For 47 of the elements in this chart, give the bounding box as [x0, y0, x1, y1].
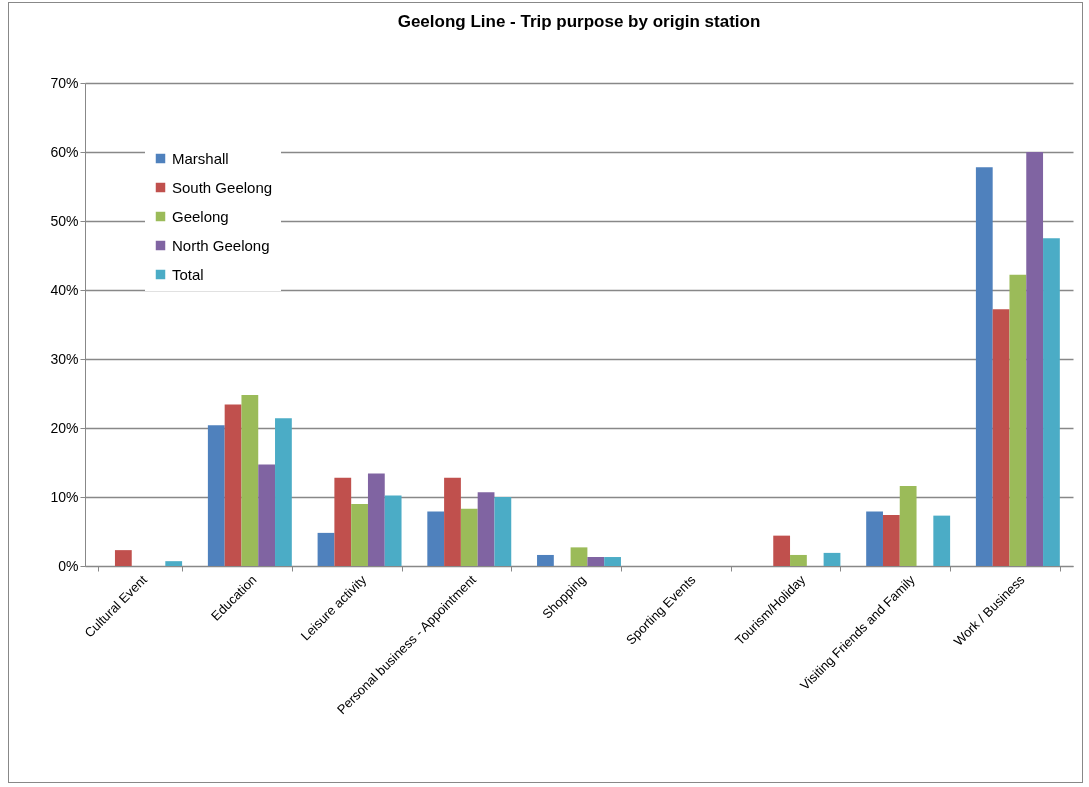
- y-tick-label: 10%: [50, 488, 79, 505]
- bar: [384, 495, 402, 566]
- legend-label: South Geelong: [172, 178, 273, 196]
- bar: [537, 554, 554, 566]
- bar: [207, 425, 225, 566]
- bar: [933, 515, 951, 566]
- bar: [570, 547, 588, 566]
- bar: [241, 394, 259, 566]
- bar: [224, 404, 242, 566]
- bar: [587, 557, 605, 566]
- bar: [1026, 152, 1044, 566]
- bar: [444, 477, 461, 566]
- y-tick-label: 20%: [50, 419, 79, 436]
- chart-title: Geelong Line - Trip purpose by origin station: [397, 12, 761, 31]
- bar: [165, 561, 183, 566]
- legend-label: Geelong: [172, 207, 229, 225]
- bar: [317, 532, 335, 566]
- legend-label: North Geelong: [172, 236, 270, 254]
- bar: [427, 511, 445, 566]
- y-tick-label: 70%: [50, 74, 79, 91]
- bar: [334, 477, 352, 566]
- y-tick-label: 0%: [58, 557, 79, 574]
- legend-label: Marshall: [172, 149, 229, 167]
- y-tick-label: 40%: [50, 281, 79, 298]
- y-tick-label: 60%: [50, 143, 79, 160]
- y-tick-label: 50%: [50, 212, 79, 229]
- bar: [1009, 274, 1027, 566]
- bar: [773, 535, 791, 566]
- bar: [823, 552, 841, 566]
- bar: [899, 485, 917, 566]
- bar: [275, 418, 292, 566]
- bar: [790, 554, 807, 566]
- bar: [975, 167, 993, 566]
- bar: [1043, 238, 1060, 566]
- bar: [460, 508, 478, 566]
- bar: [351, 503, 368, 566]
- bar: [882, 514, 900, 566]
- legend-label: Total: [172, 265, 204, 283]
- bar: [494, 497, 512, 566]
- bar: [477, 492, 495, 566]
- bar: [866, 511, 883, 566]
- bar: [604, 557, 621, 566]
- y-tick-label: 30%: [50, 350, 79, 367]
- bar: [114, 550, 132, 566]
- bar: [258, 464, 276, 566]
- bar: [367, 473, 385, 566]
- bar: [992, 309, 1010, 566]
